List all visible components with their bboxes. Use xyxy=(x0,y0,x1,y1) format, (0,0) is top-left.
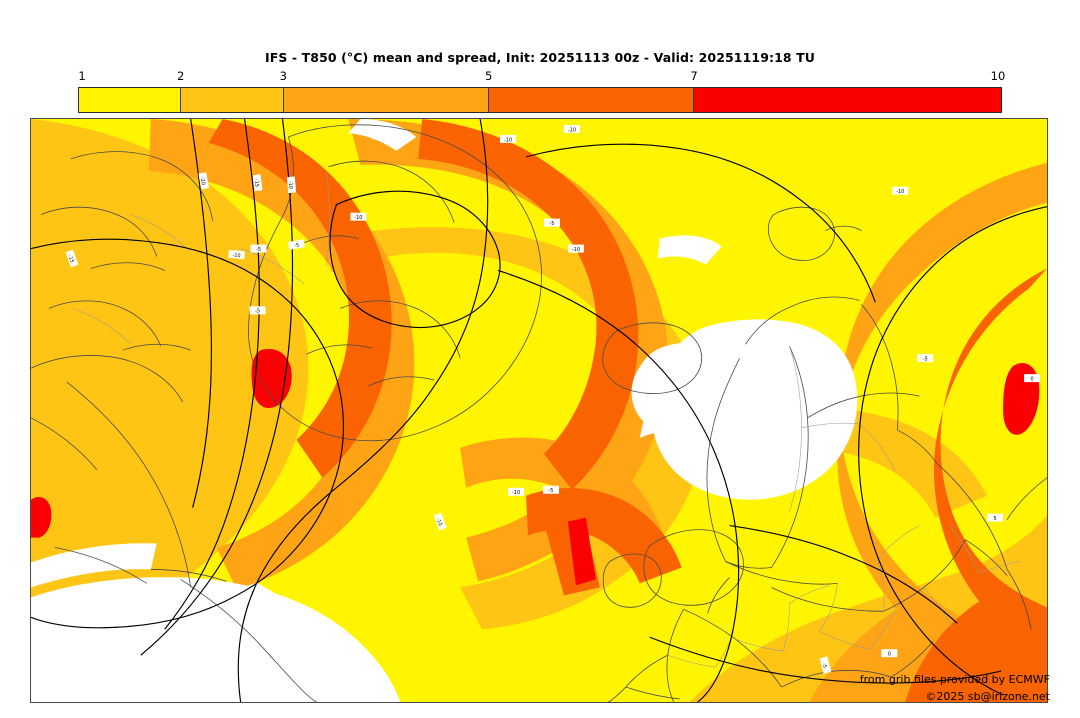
colorbar-tick-1: 1 xyxy=(78,69,86,83)
svg-text:-5: -5 xyxy=(294,243,300,250)
svg-text:-5: -5 xyxy=(256,247,261,253)
spread-band-7-10 xyxy=(31,348,1040,586)
svg-text:-15: -15 xyxy=(253,179,260,188)
svg-text:0: 0 xyxy=(1030,377,1033,383)
contour-value-labels: -20 -15 -15 -10 xyxy=(65,124,1041,674)
svg-text:-15: -15 xyxy=(66,254,74,264)
colorbar-tick-2: 2 xyxy=(176,69,185,83)
colorbar-gradient xyxy=(78,87,1002,113)
svg-text:-10: -10 xyxy=(568,127,576,133)
colorbar-segment-7-10 xyxy=(693,88,1001,112)
svg-text:-5: -5 xyxy=(549,221,554,227)
svg-text:5: 5 xyxy=(994,516,997,522)
colorbar-segment-3-5 xyxy=(283,88,489,112)
svg-text:-5: -5 xyxy=(255,309,260,315)
svg-text:-10: -10 xyxy=(435,517,443,527)
coastlines xyxy=(31,124,1047,702)
svg-text:-10: -10 xyxy=(287,181,294,190)
page-title: IFS - T850 (°C) mean and spread, Init: 2… xyxy=(264,50,816,65)
country-borders xyxy=(72,170,1022,668)
spread-band-5-7 xyxy=(208,119,1047,702)
svg-text:-10: -10 xyxy=(232,253,241,260)
svg-text:-10: -10 xyxy=(504,137,512,143)
map-canvas[interactable]: -20 -15 -15 -10 xyxy=(30,118,1048,703)
svg-text:-20: -20 xyxy=(199,177,206,186)
svg-text:-5: -5 xyxy=(548,488,553,494)
isotherm-contours xyxy=(31,119,1047,702)
colorbar-segment-5-7 xyxy=(488,88,694,112)
colorbar: 1 2 3 5 7 10 xyxy=(78,70,1005,113)
colorbar-segment-1-2 xyxy=(79,88,182,112)
svg-text:-5: -5 xyxy=(923,357,928,363)
svg-text:-10: -10 xyxy=(896,189,904,195)
attribution-source: from grib files provided by ECMWF xyxy=(859,673,1050,686)
map-svg: -20 -15 -15 -10 xyxy=(31,119,1047,702)
colorbar-tick-5: 5 xyxy=(484,69,493,83)
svg-text:-10: -10 xyxy=(354,215,362,221)
svg-text:0: 0 xyxy=(888,652,891,658)
svg-text:-10: -10 xyxy=(512,490,520,496)
colorbar-segment-2-3 xyxy=(181,88,284,112)
colorbar-tick-3: 3 xyxy=(279,69,287,83)
attribution-copyright: ©2025 sb@irizone.net xyxy=(925,690,1050,703)
colorbar-tick-labels: 1 2 3 5 7 10 xyxy=(78,69,1005,86)
svg-text:-10: -10 xyxy=(572,247,580,253)
colorbar-tick-10: 10 xyxy=(990,69,1006,83)
colorbar-tick-7: 7 xyxy=(690,69,698,83)
svg-text:-5: -5 xyxy=(821,662,828,668)
